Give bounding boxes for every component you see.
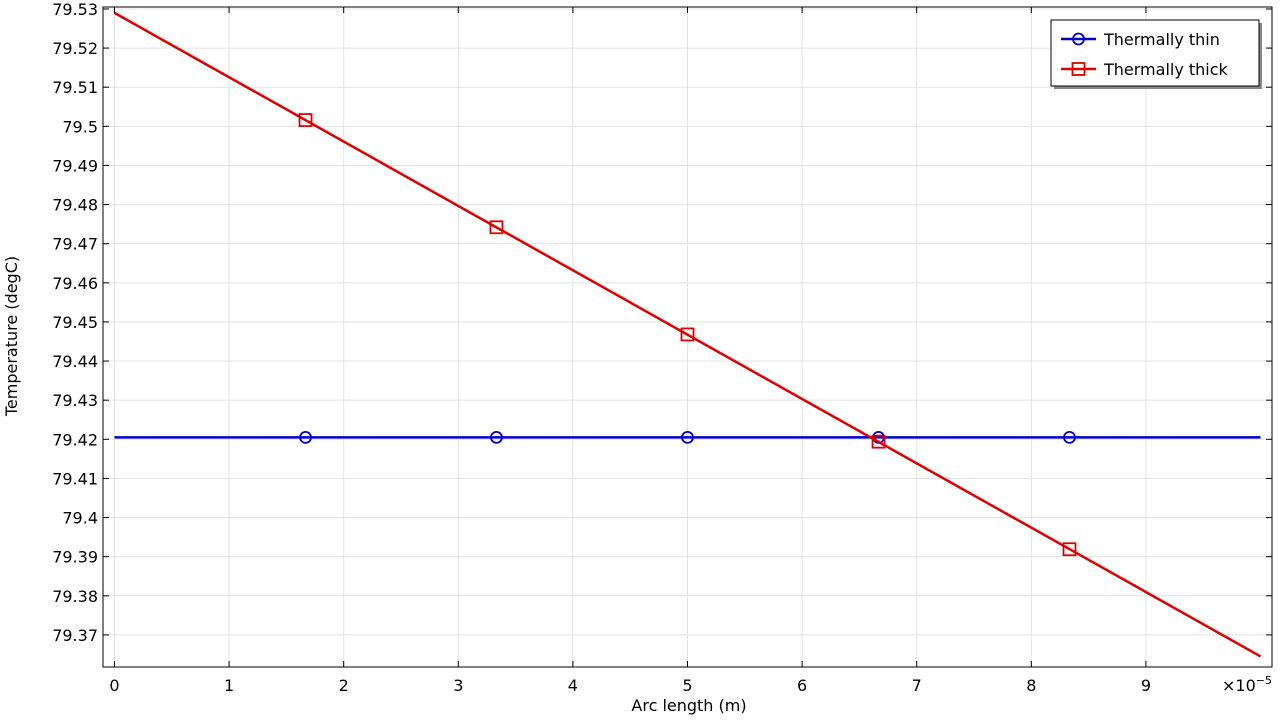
y-tick-label: 79.48: [52, 196, 98, 215]
grid-lines: [103, 7, 1272, 667]
legend-box: [1050, 19, 1260, 87]
series-thermally-thick: [113, 11, 1262, 658]
x-multiplier-label: ×10−5: [1222, 674, 1272, 695]
legend: Thermally thin Thermally thick: [1050, 19, 1262, 89]
x-tick-label: 6: [797, 676, 807, 695]
legend-marker-thermally-thick: [1071, 62, 1086, 76]
x-tick-label: 8: [1026, 676, 1036, 695]
data-point-thermally-thick: [1062, 542, 1077, 557]
data-point-thermally-thick: [298, 113, 313, 127]
y-tick-label: 79.49: [52, 156, 98, 175]
x-tick-label: 1: [224, 676, 234, 695]
y-tick-label: 79.51: [52, 78, 98, 97]
legend-label-thermally-thin: Thermally thin: [1103, 30, 1220, 49]
legend-entries: Thermally thin Thermally thick: [1061, 30, 1229, 79]
y-tick-label: 79.52: [52, 39, 98, 58]
y-tick-label: 79.46: [52, 274, 98, 293]
data-point-thermally-thin: [681, 430, 694, 444]
x-tick-label: 5: [682, 676, 692, 695]
y-tick-label: 79.44: [52, 352, 98, 371]
series-layer: [113, 11, 1262, 658]
y-axis-title: Temperature (degC): [2, 256, 21, 417]
y-tick-label: 79.37: [52, 626, 98, 645]
y-tick-label: 79.45: [52, 313, 98, 332]
x-tick-label: 0: [109, 676, 119, 695]
x-axis-ticks: 0 1 2 3 4 5 6 7 8 9: [109, 7, 1151, 695]
data-point-thermally-thick: [680, 327, 695, 342]
x-axis-title: Arc length (m): [631, 696, 746, 715]
y-tick-label: 79.42: [52, 430, 98, 449]
x-tick-label: 2: [339, 676, 349, 695]
data-point-thermally-thick: [489, 220, 504, 235]
data-point-thermally-thin: [490, 430, 503, 444]
y-tick-label: 79.5: [62, 117, 98, 136]
data-point-thermally-thin: [299, 430, 312, 444]
series-line-thermally-thick: [113, 11, 1262, 658]
x-tick-label: 4: [568, 676, 578, 695]
x-multiplier-exponent: −5: [1256, 674, 1272, 687]
y-tick-label: 79.41: [52, 469, 98, 488]
x-tick-label: 7: [912, 676, 922, 695]
y-tick-label: 79.39: [52, 548, 98, 567]
x-tick-label: 9: [1141, 676, 1151, 695]
y-tick-label: 79.53: [52, 0, 98, 19]
data-point-thermally-thick: [871, 434, 886, 449]
legend-entry-thermally-thick: Thermally thick: [1061, 60, 1229, 79]
x-tick-label: 3: [453, 676, 463, 695]
data-point-thermally-thin: [1063, 430, 1076, 444]
y-tick-label: 79.4: [62, 509, 98, 528]
legend-label-thermally-thick: Thermally thick: [1103, 60, 1229, 79]
legend-entry-thermally-thin: Thermally thin: [1061, 30, 1220, 49]
y-axis-ticks: 79.37 79.38 79.39 79.4 79.41 79.42 79.43 79.44 7…: [52, 0, 1272, 645]
y-tick-label: 79.47: [52, 235, 98, 254]
y-tick-label: 79.38: [52, 587, 98, 606]
legend-marker-thermally-thin: [1072, 32, 1085, 46]
y-tick-label: 79.43: [52, 391, 98, 410]
